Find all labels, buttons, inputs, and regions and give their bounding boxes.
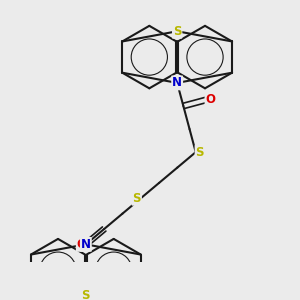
Text: S: S	[173, 25, 182, 38]
Text: N: N	[172, 76, 182, 89]
Text: S: S	[196, 146, 204, 159]
Text: O: O	[77, 238, 87, 251]
Text: S: S	[133, 192, 141, 205]
Text: O: O	[206, 93, 215, 106]
Text: S: S	[82, 290, 90, 300]
Text: N: N	[81, 238, 91, 251]
